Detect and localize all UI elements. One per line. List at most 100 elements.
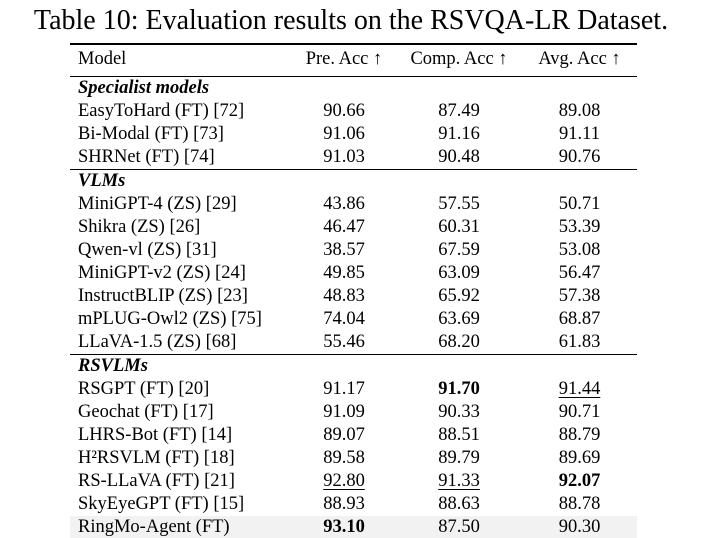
- value: 91.17: [323, 379, 365, 399]
- model-name: LLaVA-1.5 (ZS) [68]: [78, 332, 237, 352]
- metric-value: 56.47: [522, 262, 637, 285]
- table-row: Bi-Modal (FT) [73] 91.06 91.16 91.11: [70, 123, 637, 146]
- column-header-comp-acc: Comp. Acc ↑: [396, 44, 522, 77]
- metric-value: 43.86: [292, 193, 396, 216]
- metric-value: 55.46: [292, 331, 396, 355]
- table-row: InstructBLIP (ZS) [23] 48.83 65.92 57.38: [70, 285, 637, 308]
- metric-value: 89.58: [292, 447, 396, 470]
- value: 50.71: [558, 194, 601, 214]
- value: 89.07: [323, 425, 365, 445]
- metric-value: 90.66: [292, 100, 396, 123]
- table-row: H²RSVLM (FT) [18] 89.58 89.79 89.69: [70, 447, 637, 470]
- metric-value: 91.03: [292, 146, 396, 170]
- model-name: RingMo-Agent (FT): [78, 517, 230, 537]
- value: 89.79: [438, 448, 480, 468]
- header-row: Model Pre. Acc ↑ Comp. Acc ↑ Avg. Acc ↑: [70, 44, 637, 77]
- value: 61.83: [558, 332, 601, 352]
- second-best-value: 92.80: [323, 471, 365, 491]
- value: 91.03: [323, 147, 365, 167]
- table-caption: Table 10: Evaluation results on the RSVQ…: [33, 5, 669, 36]
- second-best-value: 91.33: [438, 471, 480, 491]
- metric-value: 89.07: [292, 424, 396, 447]
- model-name: Qwen-vl (ZS) [31]: [78, 240, 217, 260]
- metric-value: 91.70: [396, 378, 522, 401]
- metric-value: 87.50: [396, 516, 522, 538]
- value: 63.69: [438, 309, 480, 329]
- value: 88.79: [558, 425, 601, 445]
- model-name: RS-LLaVA (FT) [21]: [78, 471, 235, 491]
- metric-value: 74.04: [292, 308, 396, 331]
- metric-value: 49.85: [292, 262, 396, 285]
- table-row: SkyEyeGPT (FT) [15] 88.93 88.63 88.78: [70, 493, 637, 516]
- metric-value: 92.07: [522, 470, 637, 493]
- table-row: RSGPT (FT) [20] 91.17 91.70 91.44: [70, 378, 637, 401]
- results-table: Model Pre. Acc ↑ Comp. Acc ↑ Avg. Acc ↑ …: [70, 43, 637, 538]
- model-name: EasyToHard (FT) [72]: [78, 101, 245, 121]
- metric-value: 89.08: [522, 100, 637, 123]
- metric-value: 53.08: [522, 239, 637, 262]
- value: 88.63: [438, 494, 480, 514]
- value: 56.47: [558, 263, 601, 283]
- value: 60.31: [438, 217, 480, 237]
- value: 65.92: [438, 286, 480, 306]
- value: 90.30: [558, 517, 601, 537]
- metric-value: 88.93: [292, 493, 396, 516]
- best-value: 91.70: [438, 379, 480, 399]
- section-label-row: VLMs: [70, 169, 637, 193]
- value: 68.87: [558, 309, 601, 329]
- results-table-body: Specialist models EasyToHard (FT) [72] 90.…: [70, 77, 637, 538]
- value: 67.59: [438, 240, 480, 260]
- value: 53.39: [558, 217, 601, 237]
- metric-value: 67.59: [396, 239, 522, 262]
- column-header-avg-acc: Avg. Acc ↑: [522, 44, 637, 77]
- value: 88.78: [558, 494, 601, 514]
- model-name: SkyEyeGPT (FT) [15]: [78, 494, 245, 514]
- second-best-value: 91.44: [558, 379, 601, 399]
- table-row: Shikra (ZS) [26] 46.47 60.31 53.39: [70, 216, 637, 239]
- value: 90.66: [323, 101, 365, 121]
- value: 49.85: [323, 263, 365, 283]
- metric-value: 91.44: [522, 378, 637, 401]
- value: 87.49: [438, 101, 480, 121]
- value: 46.47: [323, 217, 365, 237]
- metric-value: 65.92: [396, 285, 522, 308]
- metric-value: 53.39: [522, 216, 637, 239]
- table-row: MiniGPT-v2 (ZS) [24] 49.85 63.09 56.47: [70, 262, 637, 285]
- metric-value: 88.79: [522, 424, 637, 447]
- value: 90.71: [558, 402, 601, 422]
- metric-value: 60.31: [396, 216, 522, 239]
- value: 57.55: [438, 194, 480, 214]
- model-name: H²RSVLM (FT) [18]: [78, 448, 235, 468]
- value: 63.09: [438, 263, 480, 283]
- metric-value: 90.33: [396, 401, 522, 424]
- value: 91.09: [323, 402, 365, 422]
- value: 57.38: [558, 286, 601, 306]
- section-label-row: RSVLMs: [70, 354, 637, 378]
- metric-value: 91.33: [396, 470, 522, 493]
- model-name: InstructBLIP (ZS) [23]: [78, 286, 248, 306]
- table-row: EasyToHard (FT) [72] 90.66 87.49 89.08: [70, 100, 637, 123]
- metric-value: 63.69: [396, 308, 522, 331]
- table-row: MiniGPT-4 (ZS) [29] 43.86 57.55 50.71: [70, 193, 637, 216]
- table-row: Geochat (FT) [17] 91.09 90.33 90.71: [70, 401, 637, 424]
- value: 91.06: [323, 124, 365, 144]
- value: 90.48: [438, 147, 480, 167]
- model-name: Shikra (ZS) [26]: [78, 217, 201, 237]
- model-name: SHRNet (FT) [74]: [78, 147, 215, 167]
- metric-value: 89.79: [396, 447, 522, 470]
- metric-value: 90.76: [522, 146, 637, 170]
- metric-value: 91.09: [292, 401, 396, 424]
- value: 89.08: [558, 101, 601, 121]
- metric-value: 91.06: [292, 123, 396, 146]
- value: 88.93: [323, 494, 365, 514]
- metric-value: 88.63: [396, 493, 522, 516]
- metric-value: 89.69: [522, 447, 637, 470]
- value: 89.69: [558, 448, 601, 468]
- table-row: RS-LLaVA (FT) [21] 92.80 91.33 92.07: [70, 470, 637, 493]
- best-value: 93.10: [323, 517, 365, 537]
- value: 88.51: [438, 425, 480, 445]
- column-header-pre-acc: Pre. Acc ↑: [292, 44, 396, 77]
- section-label: RSVLMs: [70, 354, 637, 378]
- metric-value: 91.11: [522, 123, 637, 146]
- value: 87.50: [438, 517, 480, 537]
